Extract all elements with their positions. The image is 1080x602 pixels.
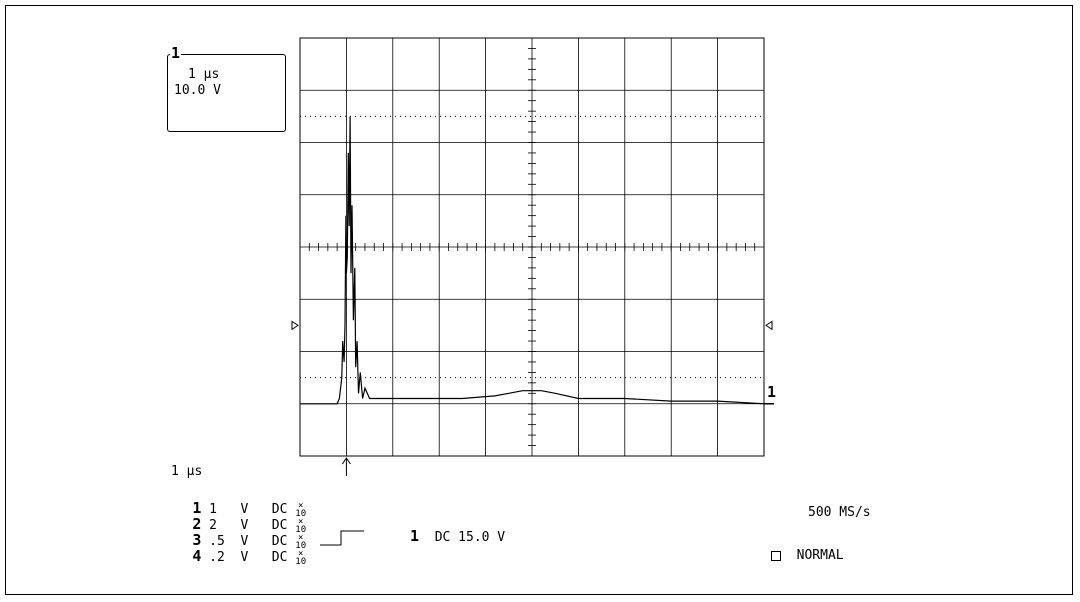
- trigger-position-arrowhead-icon: [341, 457, 351, 465]
- channel-row: 1 1 V DC × 10: [161, 487, 306, 532]
- probe-attenuation: × 10: [295, 532, 307, 551]
- channel-coupling: DC: [271, 550, 288, 565]
- channel-scale: .5: [209, 534, 225, 549]
- channel-number: 4: [192, 547, 202, 565]
- rising-edge-trigger-icon: [320, 530, 364, 546]
- trigger-mode: NORMAL: [771, 549, 844, 563]
- scope-frame: [5, 5, 1073, 595]
- trigger-mode-checkbox-icon: [771, 550, 781, 561]
- channel-scale: 1: [209, 502, 217, 517]
- channel-number: 2: [192, 515, 202, 533]
- trigger-coupling-level: DC 15.0 V: [434, 530, 506, 545]
- readout-volts: 10.0 V: [174, 83, 221, 98]
- bottom-timebase: 1 µs: [171, 464, 203, 479]
- channel-row: 2 2 V DC × 10: [161, 503, 306, 548]
- channel-number: 1: [192, 499, 202, 517]
- waveform-trace: [300, 116, 765, 405]
- channel-unit: V: [240, 518, 249, 533]
- readout-channel-label: 1: [170, 44, 182, 62]
- channel-row: 3 .5 V DC × 10: [161, 519, 306, 564]
- trigger-mode-label: NORMAL: [796, 548, 844, 563]
- channel-unit: V: [240, 534, 249, 549]
- trigger-info: 1 DC 15.0 V: [410, 529, 505, 545]
- trigger-level-marker-left-icon: [291, 320, 299, 331]
- channel-number: 3: [192, 531, 202, 549]
- probe-attenuation: × 10: [295, 548, 307, 567]
- sample-rate: 500 MS/s: [808, 505, 871, 520]
- channel-row: 4 .2 V DC × 10: [161, 535, 306, 580]
- channel-coupling: DC: [271, 534, 288, 549]
- channel-unit: V: [240, 502, 249, 517]
- readout-timebase: 1 µs: [188, 67, 220, 82]
- channel-unit: V: [240, 550, 249, 565]
- trigger-level-marker-right-icon: [765, 320, 773, 331]
- channel-coupling: DC: [271, 502, 288, 517]
- channel-coupling: DC: [271, 518, 288, 533]
- trace-channel-label: 1: [767, 383, 777, 401]
- probe-attenuation: × 10: [295, 500, 307, 519]
- trigger-channel: 1: [410, 527, 420, 545]
- channel-scale: .2: [209, 550, 225, 565]
- channel-scale: 2: [209, 518, 217, 533]
- channel-readout-box: [167, 54, 286, 132]
- probe-attenuation: × 10: [295, 516, 307, 535]
